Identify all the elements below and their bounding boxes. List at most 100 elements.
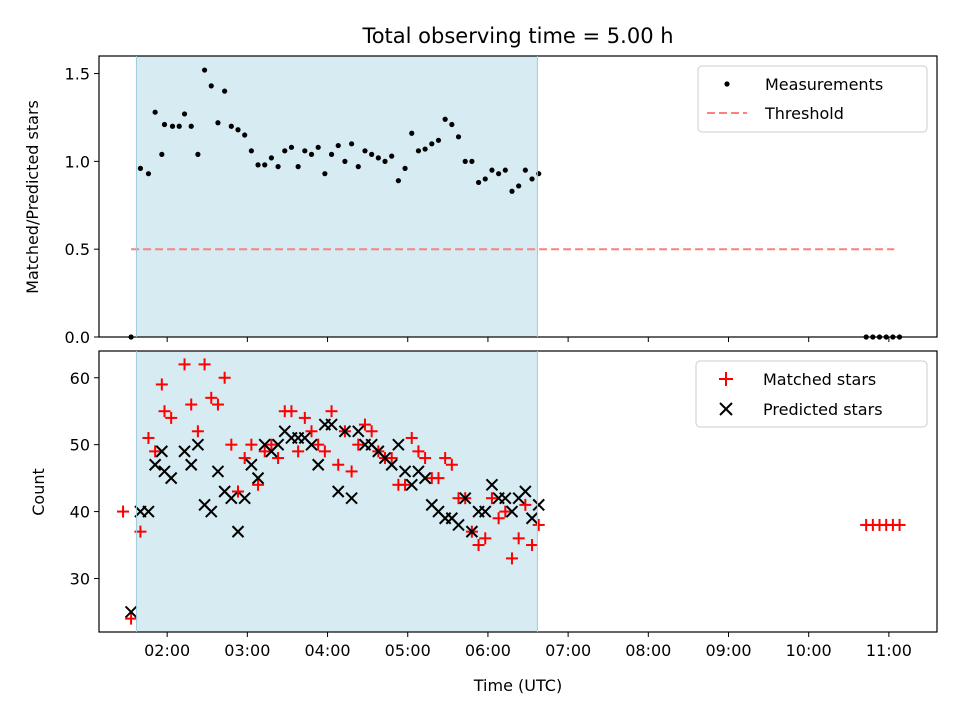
measurement-point <box>395 178 401 184</box>
matched-point <box>405 431 418 444</box>
y-tick-label: 50 <box>70 436 90 455</box>
predicted-point <box>338 425 352 438</box>
matched-point <box>519 498 532 511</box>
matched-point <box>158 405 171 418</box>
legend-label-matched: Matched stars <box>763 370 876 389</box>
measurement-point <box>415 148 422 154</box>
measurement-point <box>282 148 288 154</box>
matched-point <box>365 425 378 438</box>
matched-point <box>285 405 298 418</box>
matched-point <box>265 438 278 451</box>
matched-point <box>272 452 285 465</box>
predicted-point <box>164 471 178 485</box>
predicted-point <box>191 438 205 451</box>
matched-point <box>305 425 318 438</box>
legend-top: Measurements Threshold <box>697 65 928 133</box>
matched-point <box>312 438 325 451</box>
measurement-point <box>242 132 248 138</box>
predicted-point <box>142 505 155 518</box>
matched-point <box>198 358 211 371</box>
predicted-point <box>332 485 345 498</box>
x-tick-label: 06:00 <box>465 641 511 660</box>
x-tick-label: 08:00 <box>625 641 671 660</box>
x-tick-label: 09:00 <box>705 641 751 660</box>
observing-window-span-top <box>136 56 538 337</box>
matched-point <box>185 398 198 411</box>
matched-point <box>238 452 251 465</box>
measurement-point <box>342 158 348 164</box>
y-axis-label-count: Count <box>29 468 48 516</box>
measurement-point <box>349 141 355 147</box>
plot-frame-bottom <box>98 350 938 633</box>
matched-point <box>505 552 518 565</box>
measurement-point <box>181 111 188 117</box>
predicted-point <box>398 465 412 478</box>
measurement-point <box>496 171 502 177</box>
matched-point <box>142 431 155 444</box>
x-tick-label: 07:00 <box>545 641 591 660</box>
measurement-point <box>328 151 335 157</box>
measurement-point <box>145 171 152 177</box>
predicted-point <box>185 458 198 471</box>
measurement-point <box>389 153 395 159</box>
measurement-point <box>302 148 308 154</box>
matched-point <box>252 478 265 491</box>
measurement-point <box>215 120 221 126</box>
matched-point <box>225 438 238 451</box>
measurement-point <box>159 151 165 157</box>
predicted-point <box>148 458 162 471</box>
measurement-point <box>516 183 522 189</box>
measurement-point <box>195 151 201 157</box>
predicted-point <box>178 445 191 458</box>
matched-point <box>893 518 906 531</box>
matched-point <box>532 518 545 531</box>
x-tick-label: 10:00 <box>786 641 832 660</box>
measurement-point <box>355 164 361 170</box>
predicted-point <box>385 458 398 471</box>
predicted-point <box>499 491 512 505</box>
predicted-point <box>245 458 258 471</box>
matched-point <box>479 532 492 545</box>
matched-point <box>258 445 271 458</box>
matched-point <box>432 472 445 485</box>
predicted-point <box>479 505 492 518</box>
legend-label-predicted: Predicted stars <box>763 400 883 419</box>
matched-point <box>385 452 398 465</box>
predicted-point <box>525 512 539 525</box>
measurement-point <box>248 148 254 154</box>
predicted-point <box>345 491 358 505</box>
predicted-point <box>418 471 432 485</box>
predicted-point <box>225 491 238 505</box>
predicted-point <box>405 478 418 492</box>
matched-point <box>117 505 130 518</box>
measurement-point <box>375 155 381 161</box>
matched-point <box>332 458 345 471</box>
predicted-point <box>459 491 472 505</box>
measurement-point <box>449 121 455 128</box>
matched-point <box>165 411 178 424</box>
matched-point <box>412 445 425 458</box>
predicted-point <box>532 498 545 512</box>
measurement-point <box>208 83 214 89</box>
measurement-point <box>475 179 482 186</box>
measurement-point <box>382 158 388 164</box>
predicted-point <box>231 525 245 538</box>
matched-point <box>231 485 244 498</box>
measurement-point <box>502 167 508 173</box>
panel-ratio: 0.0 0.5 1.0 1.5 Matched/Predicted stars Mea… <box>23 55 938 347</box>
matched-point <box>399 478 412 491</box>
matched-point <box>218 371 231 384</box>
x-tick-label: 11:00 <box>866 641 912 660</box>
x-tick-label: 05:00 <box>385 641 431 660</box>
predicted-point <box>238 491 251 505</box>
y-tick-label: 60 <box>70 369 90 388</box>
matched-point <box>526 539 539 552</box>
measurement-point <box>429 141 435 147</box>
predicted-point <box>325 418 338 431</box>
y-tick-label: 1.5 <box>65 65 90 84</box>
matched-point <box>445 458 458 471</box>
measurement-point <box>268 155 275 161</box>
measurement-point <box>137 165 144 171</box>
x-axis-label: Time (UTC) <box>473 676 562 695</box>
measurement-point <box>482 176 488 182</box>
